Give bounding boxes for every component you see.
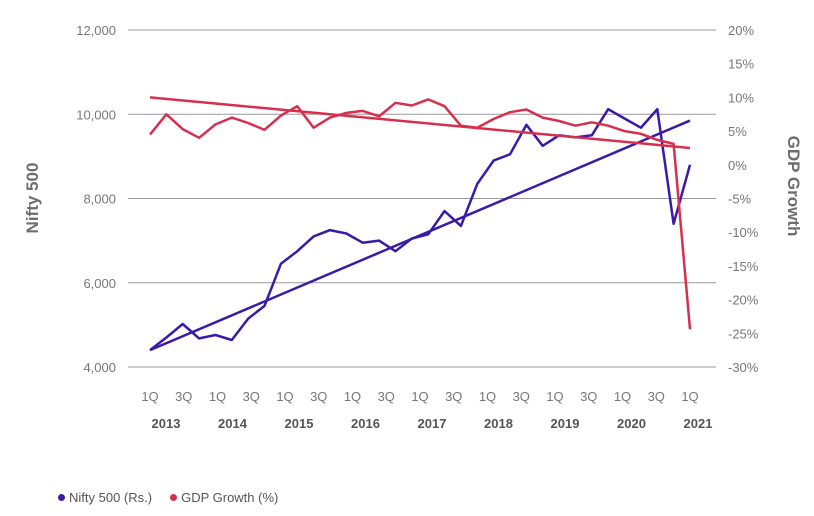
x-tick-label: 1Q	[209, 389, 226, 404]
left-tick-label: 6,000	[83, 276, 116, 291]
x-year-label: 2020	[617, 416, 646, 431]
x-tick-label: 1Q	[344, 389, 361, 404]
x-tick-label: 1Q	[614, 389, 631, 404]
x-tick-label: 3Q	[513, 389, 530, 404]
right-axis-title: GDP Growth	[784, 136, 803, 237]
legend-item-nifty: Nifty 500 (Rs.)	[58, 490, 152, 505]
left-tick-label: 4,000	[83, 360, 116, 375]
gdp-trend-line	[149, 96, 691, 150]
x-axis-ticks: 1Q 3Q 1Q 3Q 1Q 3Q 1Q 3Q 1Q 3Q 1Q 3Q 1Q 3Q 1Q 3Q 1Q 2013 20…	[141, 389, 712, 431]
right-tick-label: -20%	[728, 293, 759, 308]
right-axis-ticks: -30% -25% -20% -15% -10% -5% 0% 5% 10% 15% 20%	[728, 23, 759, 375]
x-tick-label: 1Q	[141, 389, 158, 404]
nifty-series-line	[149, 107, 692, 352]
right-tick-label: -25%	[728, 326, 759, 341]
left-axis-title: Nifty 500	[23, 163, 42, 234]
right-tick-label: -10%	[728, 225, 759, 240]
x-tick-label: 3Q	[648, 389, 665, 404]
x-year-label: 2014	[218, 416, 248, 431]
gridlines	[128, 29, 716, 368]
legend-item-gdp: GDP Growth (%)	[170, 490, 278, 505]
right-tick-label: 15%	[728, 57, 754, 72]
x-tick-label: 3Q	[243, 389, 260, 404]
right-tick-label: -15%	[728, 259, 759, 274]
x-year-label: 2018	[484, 416, 513, 431]
x-year-label: 2021	[684, 416, 713, 431]
x-tick-label: 1Q	[276, 389, 293, 404]
x-year-label: 2013	[152, 416, 181, 431]
x-tick-label: 1Q	[681, 389, 698, 404]
right-tick-label: -5%	[728, 192, 752, 207]
series-layer	[149, 96, 692, 352]
gdp-series-line	[149, 98, 692, 330]
right-tick-label: -30%	[728, 360, 759, 375]
x-tick-label: 1Q	[546, 389, 563, 404]
right-tick-label: 10%	[728, 90, 754, 105]
right-tick-label: 0%	[728, 158, 747, 173]
x-tick-label: 3Q	[445, 389, 462, 404]
x-year-label: 2016	[351, 416, 380, 431]
x-tick-label: 3Q	[580, 389, 597, 404]
x-year-label: 2019	[551, 416, 580, 431]
legend-label-gdp: GDP Growth (%)	[181, 490, 279, 505]
right-tick-label: 20%	[728, 23, 754, 38]
x-tick-label: 1Q	[411, 389, 428, 404]
x-year-label: 2015	[285, 416, 314, 431]
x-tick-label: 3Q	[378, 389, 395, 404]
x-tick-label: 3Q	[175, 389, 192, 404]
right-tick-label: 5%	[728, 124, 747, 139]
x-tick-label: 3Q	[310, 389, 327, 404]
legend-label-nifty: Nifty 500 (Rs.)	[69, 490, 153, 505]
left-axis-ticks: 4,000 6,000 8,000 10,000 12,000	[76, 23, 116, 375]
x-year-label: 2017	[418, 416, 447, 431]
left-tick-label: 12,000	[76, 23, 116, 38]
x-tick-label: 1Q	[479, 389, 496, 404]
legend: Nifty 500 (Rs.) GDP Growth (%)	[58, 490, 278, 505]
left-tick-label: 10,000	[76, 107, 116, 122]
legend-swatch-nifty	[58, 494, 65, 501]
legend-swatch-gdp	[170, 494, 178, 501]
left-tick-label: 8,000	[83, 192, 116, 207]
